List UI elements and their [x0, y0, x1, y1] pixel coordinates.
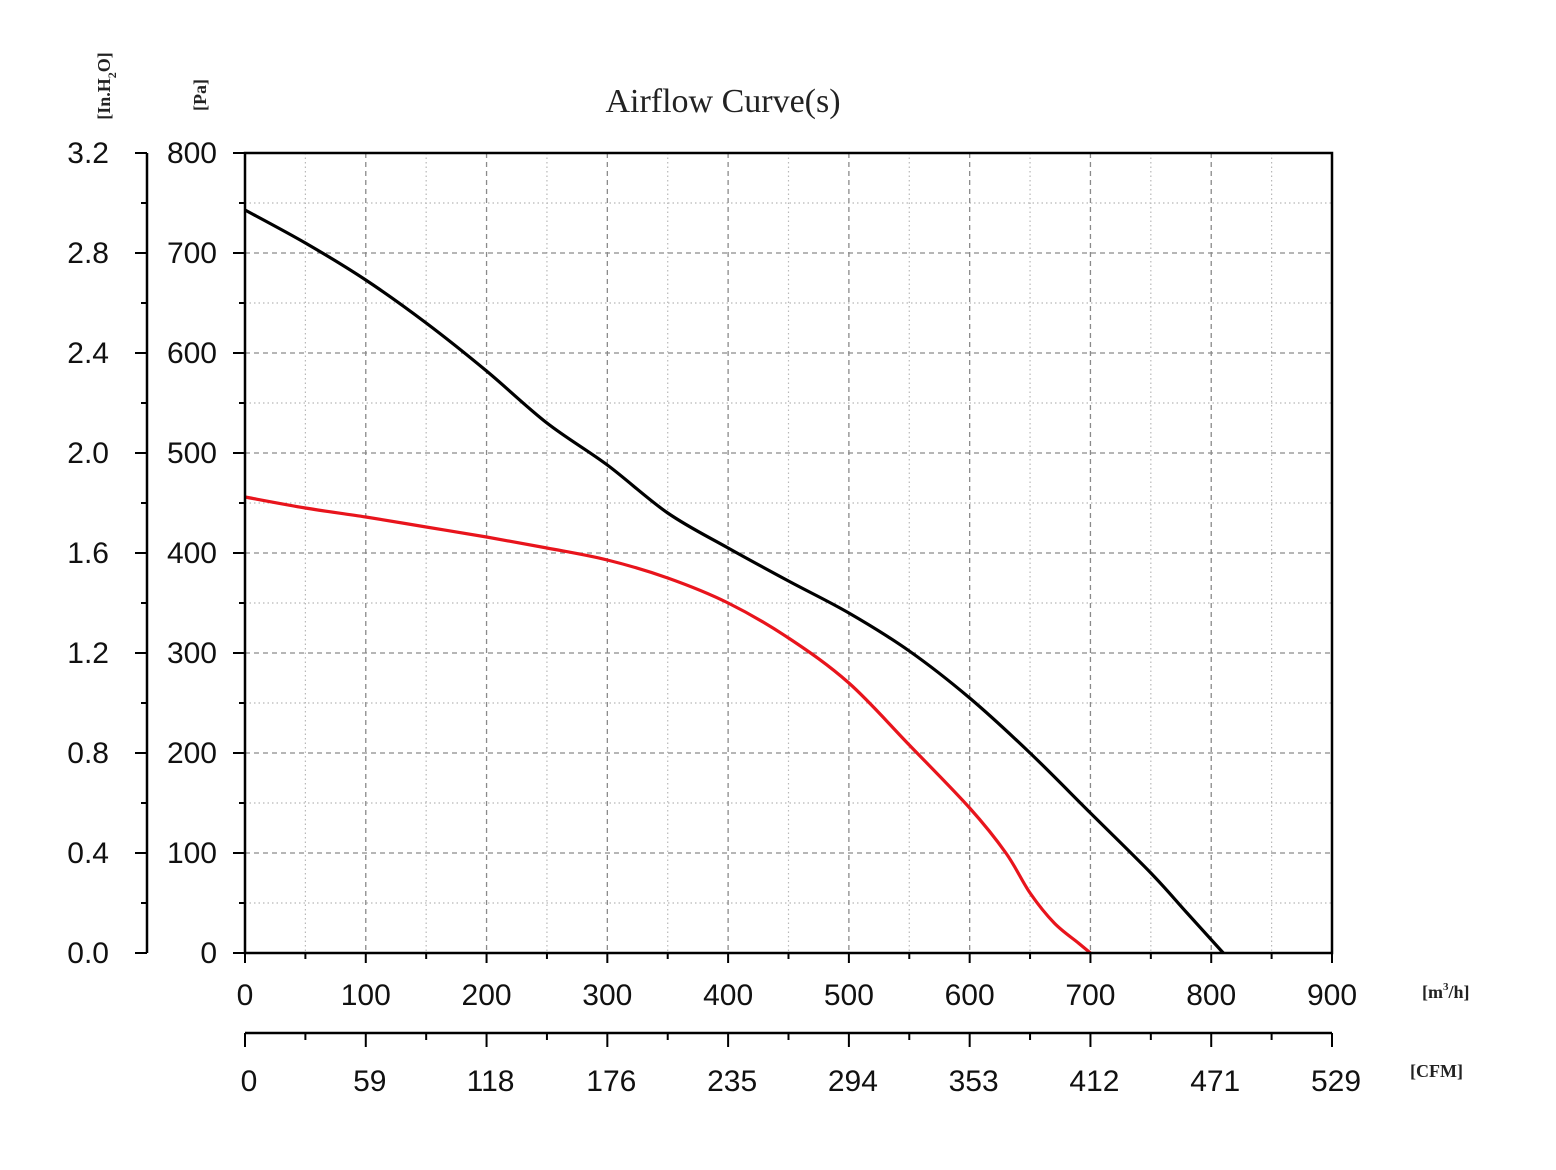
- inh2o-tick-label: 2.4: [67, 337, 109, 370]
- x-tick-label: 700: [1065, 979, 1115, 1012]
- cfm-tick-label: 176: [586, 1065, 636, 1098]
- y-axis-pa: 0 100 200 300 400 500 600 700 800: [167, 137, 245, 970]
- minor-grid: [245, 153, 1332, 953]
- inh2o-tick-label: 0.8: [67, 737, 109, 770]
- x-tick-label: 300: [582, 979, 632, 1012]
- x-tick-label: 600: [945, 979, 995, 1012]
- series-layer: [244, 208, 1225, 955]
- inh2o-tick-label: 1.2: [67, 637, 109, 670]
- cfm-tick-label: 353: [949, 1065, 999, 1098]
- x-axis-unit-m3h: [m3/h]: [1422, 981, 1470, 1002]
- inh2o-tick-label: 0.0: [67, 937, 109, 970]
- inh2o-tick-label: 0.4: [67, 837, 109, 870]
- chart-title: Airflow Curve(s): [605, 83, 840, 120]
- x-tick-label: 0: [237, 979, 254, 1012]
- x-tick-label: 500: [824, 979, 874, 1012]
- cfm-tick-label: 59: [353, 1065, 386, 1098]
- series-line-2: [244, 495, 1092, 955]
- cfm-tick-label: 118: [467, 1065, 515, 1098]
- cfm-tick-label: 235: [707, 1065, 757, 1098]
- major-grid: [245, 153, 1332, 953]
- x-tick-label: 400: [703, 979, 753, 1012]
- plot-area: [243, 151, 1334, 955]
- y-tick-label: 100: [167, 837, 217, 870]
- x-axis-m3h: 0 100 200 300 400 500 600 700 800 900: [237, 953, 1357, 1012]
- y-tick-label: 800: [167, 137, 217, 170]
- x-axis-unit-cfm: [CFM]: [1410, 1061, 1463, 1081]
- inh2o-tick-label: 1.6: [67, 537, 109, 570]
- x-tick-label: 800: [1186, 979, 1236, 1012]
- x-tick-label: 900: [1307, 979, 1357, 1012]
- cfm-tick-label: 529: [1311, 1065, 1361, 1098]
- cfm-tick-label: 412: [1069, 1065, 1119, 1098]
- inh2o-tick-label: 2.8: [67, 237, 109, 270]
- x-tick-label: 100: [341, 979, 391, 1012]
- y-axis-unit-inh2o: [In.H2O]: [94, 52, 119, 120]
- y-axis-unit-pa: [Pa]: [190, 79, 210, 111]
- y-tick-label: 0: [200, 937, 217, 970]
- x-tick-label: 200: [462, 979, 512, 1012]
- y-tick-label: 600: [167, 337, 217, 370]
- y-tick-label: 400: [167, 537, 217, 570]
- inh2o-tick-label: 2.0: [67, 437, 109, 470]
- y-tick-label: 700: [167, 237, 217, 270]
- y-tick-label: 500: [167, 437, 217, 470]
- inh2o-tick-label: 3.2: [67, 137, 109, 170]
- x-axis-cfm: 0 59 118 176 235 294 353 412 471 529: [241, 1031, 1361, 1098]
- cfm-tick-label: 471: [1190, 1065, 1240, 1098]
- series-line-1: [244, 208, 1225, 955]
- y-tick-label: 200: [167, 737, 217, 770]
- y-axis-inh2o: 0.0 0.4 0.8 1.2 1.6 2.0 2.4 2.8 3.2: [67, 137, 149, 970]
- cfm-tick-label: 294: [828, 1065, 878, 1098]
- y-tick-label: 300: [167, 637, 217, 670]
- cfm-tick-label: 0: [241, 1065, 258, 1098]
